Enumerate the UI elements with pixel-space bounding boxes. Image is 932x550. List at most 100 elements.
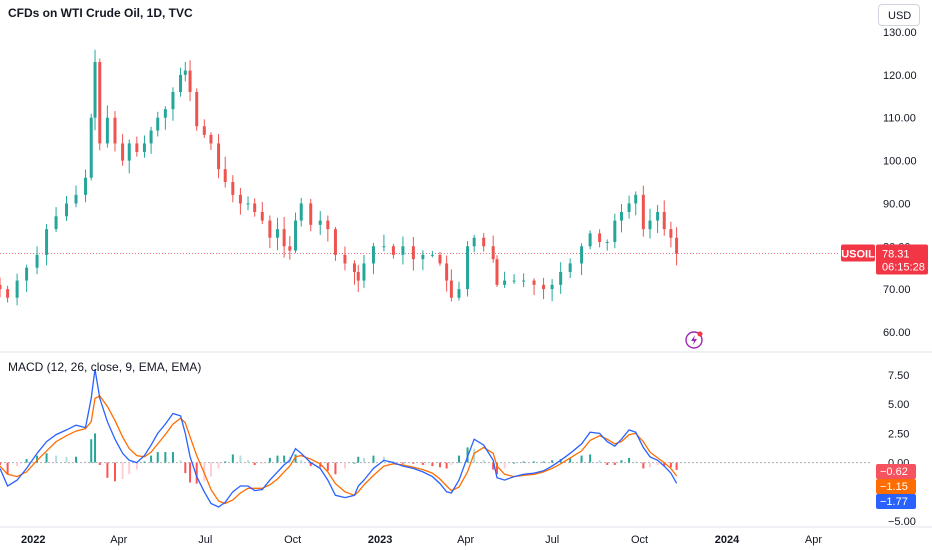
candle-body: [275, 229, 279, 238]
macd-histogram-bar: [45, 453, 48, 463]
candle-body: [299, 203, 303, 221]
candle-body: [371, 246, 375, 264]
candle-body: [294, 220, 298, 251]
candle-body: [598, 233, 602, 242]
candle-body: [188, 70, 192, 92]
macd-histogram-bar: [495, 462, 498, 475]
macd-histogram-bar: [628, 457, 631, 463]
macd-histogram-bar: [75, 456, 78, 463]
time-axis-label: Apr: [805, 534, 822, 546]
macd-histogram-bar: [300, 460, 303, 463]
macd-histogram-bar: [94, 433, 97, 463]
candle-body: [391, 246, 395, 255]
candle-body: [382, 246, 386, 248]
macd-histogram-bar: [294, 454, 297, 463]
macd-histogram-bar: [36, 455, 39, 463]
macd-histogram-bar: [239, 455, 242, 463]
macd-value-tag: [876, 464, 916, 479]
candle-body: [179, 74, 183, 92]
macd-histogram-bar: [334, 462, 337, 475]
candle-body: [491, 246, 495, 260]
symbol-tag: [841, 244, 875, 262]
macd-histogram-bar: [90, 439, 93, 463]
macd-histogram-bar: [542, 461, 545, 463]
macd-title: MACD (12, 26, close, 9, EMA, EMA): [8, 360, 202, 374]
candle-body: [156, 117, 160, 131]
macd-histogram-bar: [156, 452, 159, 463]
candle-body: [74, 194, 78, 204]
candle-body: [121, 143, 125, 161]
macd-histogram-bar: [0, 462, 1, 465]
macd-histogram-bar: [613, 462, 616, 465]
macd-line: [0, 369, 678, 508]
macd-histogram-bar: [319, 462, 322, 468]
candle-body: [669, 229, 673, 238]
macd-histogram-bar: [598, 460, 601, 463]
candle-body: [93, 62, 97, 118]
candle-body: [457, 289, 461, 298]
macd-histogram-bar: [606, 462, 609, 465]
candle-body: [260, 212, 264, 221]
candle-body: [163, 109, 167, 118]
macd-histogram-bar: [268, 457, 271, 463]
candle-body: [268, 220, 272, 238]
macd-histogram-bar: [421, 462, 424, 465]
candle-body: [171, 92, 175, 110]
macd-histogram-bar: [663, 462, 666, 467]
signal-line: [0, 395, 678, 505]
macd-histogram-bar: [55, 455, 58, 463]
candle-body: [105, 117, 109, 144]
macd-histogram-bar: [473, 448, 476, 463]
candle-body: [634, 194, 638, 204]
macd-histogram-bar: [482, 460, 485, 463]
macd-histogram-bar: [128, 462, 131, 475]
candle-body: [98, 62, 102, 144]
price-tag: [876, 244, 928, 275]
time-axis-label: 2023: [368, 534, 392, 546]
macd-histogram-bar: [357, 456, 360, 463]
candle-body: [472, 237, 476, 247]
candle-body: [318, 220, 322, 225]
candle-body: [195, 92, 199, 127]
macd-value-tag-text: −1.77: [880, 496, 908, 508]
candle-body: [675, 237, 679, 254]
candle-body: [113, 117, 117, 144]
macd-histogram-bar: [209, 462, 212, 477]
candle-body: [135, 143, 139, 152]
macd-histogram-bar: [179, 460, 182, 463]
candle-body: [495, 259, 499, 285]
candle-body: [580, 246, 584, 264]
macd-value-tag: [876, 479, 916, 494]
macd-histogram-bar: [445, 462, 448, 469]
candle-body: [445, 263, 449, 281]
macd-histogram-bar: [121, 462, 124, 479]
currency-button[interactable]: USD: [878, 4, 920, 26]
macd-histogram-bar: [580, 455, 583, 463]
time-axis-label: Oct: [631, 534, 648, 546]
flash-icon-dot: [697, 331, 703, 337]
candle-body: [217, 143, 221, 170]
time-axis-label: Oct: [284, 534, 301, 546]
macd-value-tag-text: −1.15: [880, 481, 908, 493]
candle-body: [89, 117, 93, 178]
macd-histogram-bar: [98, 462, 101, 465]
macd-histogram-bar: [372, 455, 375, 463]
macd-histogram-bar: [675, 462, 678, 470]
flash-icon[interactable]: [685, 331, 703, 349]
macd-histogram-bar: [412, 462, 415, 464]
macd-histogram-bar: [283, 455, 286, 463]
macd-histogram-bar: [135, 462, 138, 470]
candle-body: [343, 254, 347, 264]
candle-body: [183, 70, 187, 75]
price-axis-label: 120.00: [883, 70, 917, 82]
candle-body: [309, 203, 313, 225]
candle-body: [438, 254, 442, 264]
symbol-tag-text: USOIL: [841, 249, 875, 261]
macd-histogram-bar: [634, 461, 637, 463]
price-axis-label: 110.00: [883, 113, 916, 125]
candle-body: [142, 143, 146, 152]
candle-body: [0, 284, 2, 290]
macd-axis-label: 5.00: [888, 399, 909, 411]
macd-histogram-bar: [276, 455, 279, 463]
